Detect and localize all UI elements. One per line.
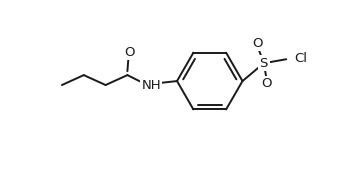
Text: S: S — [260, 57, 268, 70]
Text: O: O — [124, 46, 135, 59]
Text: O: O — [252, 37, 263, 50]
Text: Cl: Cl — [294, 52, 307, 65]
Text: NH: NH — [141, 78, 161, 92]
Text: O: O — [262, 77, 272, 90]
